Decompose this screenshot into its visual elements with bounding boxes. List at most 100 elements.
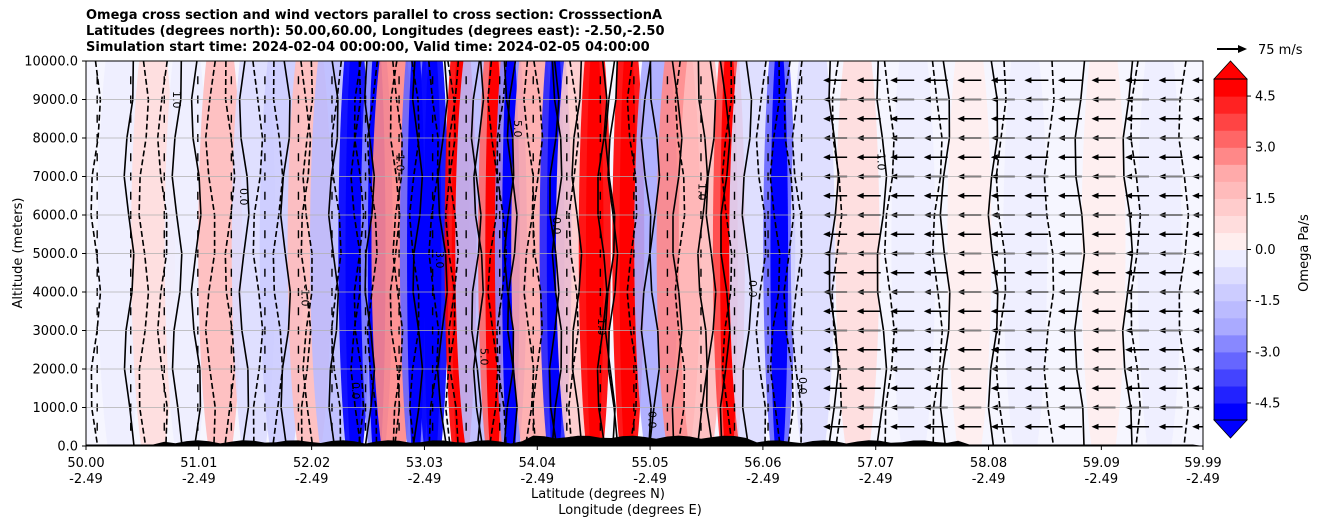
wind-vector-head: [957, 308, 965, 315]
wind-vector-head: [890, 423, 898, 430]
x-tick-label-lon: -2.49: [859, 472, 893, 487]
contour-label: 0.0: [796, 377, 809, 395]
wind-vector-head: [990, 154, 998, 161]
wind-vector-head: [1024, 115, 1032, 122]
wind-vector-head: [1057, 385, 1065, 392]
x-tick-label-lat: 59.09: [1083, 456, 1120, 471]
x-tick-label-lon: -2.49: [972, 472, 1006, 487]
wind-vector-head: [1024, 231, 1032, 238]
colorbar-tick-label: 3.0: [1255, 141, 1276, 156]
wind-vector-head: [1091, 423, 1099, 430]
chart-title-line-1: Omega cross section and wind vectors par…: [86, 8, 663, 23]
colorbar-segment: [1214, 283, 1247, 302]
colorbar-segment: [1214, 198, 1247, 216]
wind-vector-head: [1057, 77, 1065, 84]
wind-vector-head: [990, 115, 998, 122]
wind-vector-head: [823, 385, 831, 392]
colorbar-segment: [1214, 164, 1247, 182]
wind-vector-head: [923, 423, 931, 430]
wind-vector-head: [1192, 77, 1200, 84]
wind-vector-head: [1125, 77, 1133, 84]
colorbar-segment: [1214, 215, 1247, 234]
wind-vector-head: [990, 308, 998, 315]
y-axis-label: Altitude (meters): [11, 198, 26, 309]
x-tick-label-lon: -2.49: [520, 472, 554, 487]
wind-vector-head: [990, 385, 998, 392]
wind-vector-head: [1192, 385, 1200, 392]
colorbar-segment: [1214, 402, 1247, 421]
wind-vector-head: [856, 192, 864, 199]
colorbar-segment: [1214, 130, 1247, 148]
plot-area: 1.00.0-1.00.01.03.05.05.00.0-1.00.01.00.…: [86, 61, 1203, 446]
contour-label: 1.0: [394, 154, 407, 172]
wind-reference: 75 m/s: [1217, 43, 1303, 58]
wind-vector-head: [890, 269, 898, 276]
wind-vector-head: [957, 269, 965, 276]
wind-vector-head: [1125, 385, 1133, 392]
wind-vector-head: [1024, 154, 1032, 161]
wind-vector-head: [856, 77, 864, 84]
y-tick-label: 3000.0: [33, 324, 79, 339]
wind-vector-head: [1057, 269, 1065, 276]
contour-label: 5.0: [511, 120, 524, 138]
x-tick-label-lat: 57.07: [857, 456, 894, 471]
wind-vector-head: [1158, 269, 1166, 276]
wind-vector-head: [856, 269, 864, 276]
wind-vector-head: [1024, 423, 1032, 430]
wind-vector-head: [1158, 192, 1166, 199]
colorbar-extend-max: [1213, 60, 1248, 80]
wind-vector-head: [823, 423, 831, 430]
wind-vector-head: [1192, 269, 1200, 276]
y-tick-label: 10000.0: [24, 55, 78, 70]
x-tick-label-lat: 51.01: [180, 456, 217, 471]
y-tick-label: 4000.0: [33, 286, 79, 301]
x-tick-label-lat: 56.06: [744, 456, 781, 471]
x-tick-label-lat: 52.02: [293, 456, 330, 471]
wind-vector-head: [1125, 115, 1133, 122]
wind-vector-head: [1024, 269, 1032, 276]
omega-band: [1137, 61, 1182, 446]
wind-vector-head: [1192, 115, 1200, 122]
colorbar-tick-label: -4.5: [1255, 396, 1280, 411]
y-tick-label: 7000.0: [33, 170, 79, 185]
colorbar-segment: [1214, 181, 1247, 199]
wind-vector-head: [1192, 192, 1200, 199]
contour-label: 5.0: [478, 348, 491, 366]
contour-label: 3.0: [433, 251, 446, 269]
wind-vector-head: [856, 385, 864, 392]
colorbar-segment: [1214, 147, 1247, 165]
wind-vector-head: [1024, 346, 1032, 353]
wind-vector-head: [957, 385, 965, 392]
omega-band: [1003, 61, 1048, 446]
wind-vector-head: [990, 77, 998, 84]
wind-vector-head: [1091, 192, 1099, 199]
contour-label: 0.0: [645, 411, 658, 429]
colorbar-extend-min: [1213, 419, 1248, 439]
wind-vector-head: [823, 77, 831, 84]
wind-vector-head: [823, 231, 831, 238]
colorbar: 4.5 3.0 1.5 0.0 -1.5 -3.0 -4.5: [1213, 60, 1280, 439]
wind-vector-head: [990, 192, 998, 199]
wind-vector-head: [890, 231, 898, 238]
wind-vector-head: [923, 154, 931, 161]
wind-vector-head: [923, 385, 931, 392]
colorbar-label: Omega Pa/s: [1297, 214, 1312, 292]
x-tick-label-lat: 59.99: [1184, 456, 1221, 471]
x-tick-label-lon: -2.49: [1186, 472, 1220, 487]
wind-vector-head: [1192, 154, 1200, 161]
wind-vector-head: [823, 308, 831, 315]
wind-vector-head: [990, 423, 998, 430]
contour-label: 0.0: [237, 188, 250, 206]
x-tick-label-lon: -2.49: [295, 472, 329, 487]
wind-vector-head: [856, 423, 864, 430]
wind-vector-head: [1057, 346, 1065, 353]
y-tick-label: 2000.0: [33, 363, 79, 378]
colorbar-segment: [1214, 351, 1247, 370]
wind-vector-head: [923, 346, 931, 353]
wind-vector-head: [923, 308, 931, 315]
colorbar-segment: [1214, 385, 1247, 404]
colorbar-segment: [1214, 334, 1247, 353]
wind-vector-head: [1091, 346, 1099, 353]
x-tick-label-lat: 55.05: [631, 456, 668, 471]
